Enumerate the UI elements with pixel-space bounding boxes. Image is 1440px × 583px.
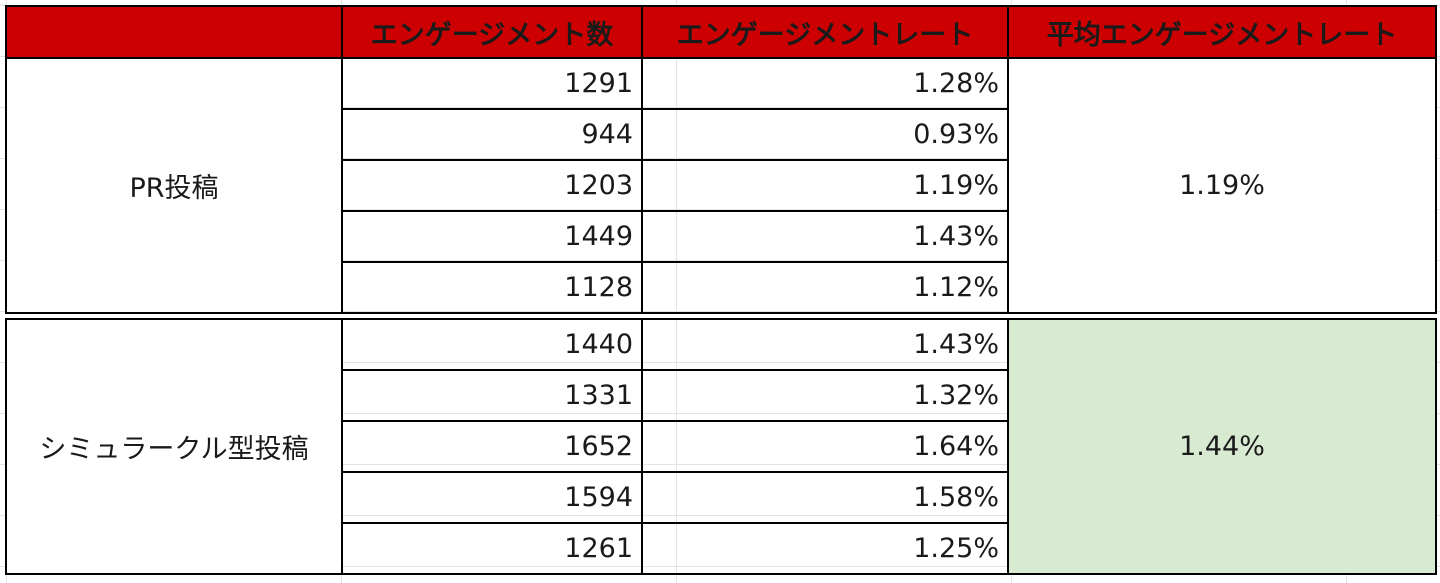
engagement-rate-cell[interactable]: 0.93% [641,108,1009,161]
engagement-rate-cell[interactable]: 1.43% [641,318,1009,371]
engagement-count-cell[interactable]: 1128 [341,261,643,314]
engagement-count-cell[interactable]: 1331 [341,369,643,422]
engagement-rate-cell[interactable]: 1.25% [641,522,1009,575]
engagement-rate-cell[interactable]: 1.58% [641,471,1009,524]
table-row: 1128 1.12% [6,261,1436,314]
table-row: 1331 1.32% [6,369,1436,422]
engagement-count-cell[interactable]: 944 [341,108,643,161]
table-row: 1203 1.19% [6,159,1436,212]
table-row: PR投稿 1291 1.28% 1.19% [5,57,1437,314]
engagement-rate-cell[interactable]: 1.43% [641,210,1009,263]
table-row: 1594 1.58% [6,471,1436,524]
engagement-count-cell[interactable]: 1261 [341,522,643,575]
header-row: エンゲージメント数 エンゲージメントレート 平均エンゲージメントレート [5,5,1437,59]
engagement-count-cell[interactable]: 1594 [341,471,643,524]
header-cell-empty[interactable] [5,5,343,59]
table-row: シミュラークル型投稿 1440 1.43% 1.44% [5,318,1437,575]
table-row: 1652 1.64% [6,420,1436,473]
engagement-count-cell[interactable]: 1203 [341,159,643,212]
table-row: 1449 1.43% [6,210,1436,263]
header-engagement-count[interactable]: エンゲージメント数 [341,5,643,59]
group-label-pr[interactable]: PR投稿 [5,57,343,314]
group-separator [6,312,1436,320]
engagement-count-cell[interactable]: 1449 [341,210,643,263]
engagement-table: エンゲージメント数 エンゲージメントレート 平均エンゲージメントレート PR投稿… [5,5,1437,575]
group-label-simulacra[interactable]: シミュラークル型投稿 [5,318,343,575]
separator-cell [6,312,1436,320]
average-rate-cell-pr[interactable]: 1.19% [1007,57,1437,314]
table-row: 1261 1.25% [6,522,1436,575]
engagement-rate-cell[interactable]: 1.64% [641,420,1009,473]
table-row: 944 0.93% [6,108,1436,161]
engagement-rate-cell[interactable]: 1.19% [641,159,1009,212]
engagement-rate-cell[interactable]: 1.32% [641,369,1009,422]
engagement-rate-cell[interactable]: 1.28% [641,57,1009,110]
average-rate-cell-simulacra[interactable]: 1.44% [1007,318,1437,575]
engagement-count-cell[interactable]: 1440 [341,318,643,371]
engagement-rate-cell[interactable]: 1.12% [641,261,1009,314]
header-engagement-rate[interactable]: エンゲージメントレート [641,5,1009,59]
header-average-engagement-rate[interactable]: 平均エンゲージメントレート [1007,5,1437,59]
engagement-count-cell[interactable]: 1652 [341,420,643,473]
engagement-count-cell[interactable]: 1291 [341,57,643,110]
